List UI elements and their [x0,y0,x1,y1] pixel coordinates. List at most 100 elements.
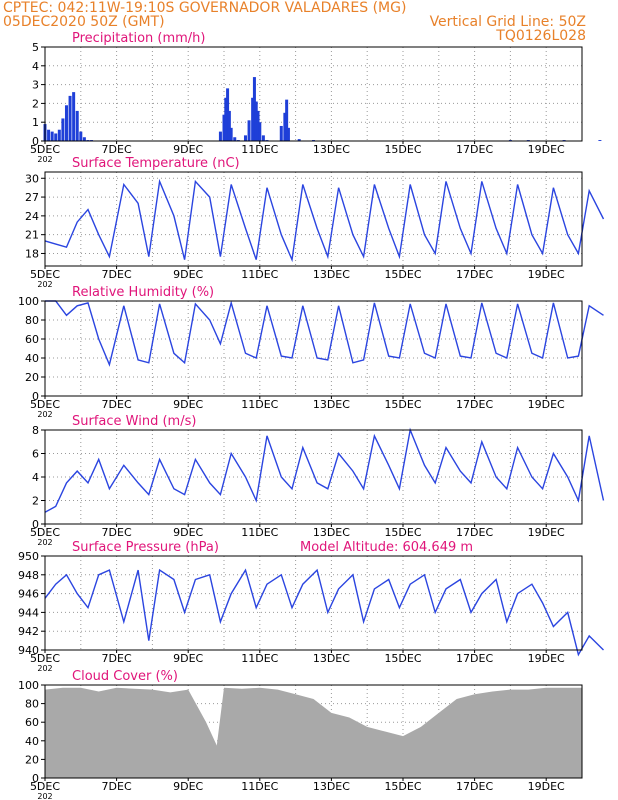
precip-bar [258,122,262,141]
panel-title: Surface Pressure (hPa) [72,540,219,555]
x-tick-label: 7DEC [102,652,132,665]
x-tick-label: 5DEC [30,398,60,411]
y-tick-label: 30 [25,172,39,185]
precip-bar [297,139,301,141]
x-tick-label: 13DEC [313,652,350,665]
x-tick-label: 9DEC [173,652,203,665]
y-tick-label: 0 [32,518,39,531]
plot-frame [44,171,583,267]
x-tick-label: 17DEC [456,268,493,281]
precip-bar [82,137,86,141]
y-tick-label: 60 [25,333,39,346]
header-line1-left: CPTEC: 042:11W-19:10S GOVERNADOR VALADAR… [3,0,407,16]
y-tick-label: 8 [32,424,39,437]
y-tick-label: 0 [32,135,39,148]
panel-title: Precipitation (mm/h) [72,31,205,46]
y-tick-label: 21 [25,229,39,242]
x-tick-label: 11DEC [241,398,278,411]
y-tick-label: 1 [32,116,39,129]
panel-title: Cloud Cover (%) [72,669,178,684]
x-tick-label: 13DEC [313,143,350,156]
y-tick-label: 6 [32,448,39,461]
series-line [44,568,604,657]
precip-bar [229,127,233,141]
y-tick-label: 40 [25,352,39,365]
chart-panel-1: 18 21 24 27 30 5DEC 7DEC 9DEC 11DEC 13DEC 15DEC 17D… [25,156,605,289]
y-tick-label: 5 [32,41,39,54]
plot-frame [44,46,583,142]
series-line [44,427,605,513]
x-tick-label: 9DEC [173,398,203,411]
panel-title: Relative Humidity (%) [72,285,214,300]
x-year-label: 202 [37,792,52,800]
precip-bar [254,101,258,141]
x-tick-label: 19DEC [528,143,565,156]
x-tick-label: 9DEC [173,143,203,156]
x-tick-label: 19DEC [528,398,565,411]
precip-bar [256,110,260,141]
y-tick-label: 950 [18,550,39,563]
precip-bar [598,140,602,141]
x-tick-label: 7DEC [102,398,132,411]
precip-bar [285,99,289,141]
y-tick-label: 2 [32,495,39,508]
x-tick-label: 5DEC [30,143,60,156]
y-tick-label: 20 [25,753,39,766]
x-tick-label: 15DEC [384,143,421,156]
panel-title: Surface Temperature (nC) [72,156,240,171]
precip-bar [68,95,72,141]
precip-bar [252,77,256,141]
precip-bar [279,125,283,141]
x-tick-label: 11DEC [241,268,278,281]
precip-bar [57,129,61,141]
precip-bar [218,131,222,141]
y-tick-label: 4 [32,60,39,73]
y-tick-label: 2 [32,97,39,110]
precip-bar [54,133,58,141]
precip-bar [247,120,251,141]
precip-bar [226,88,230,141]
precip-bar [47,129,51,141]
precip-bar [222,114,226,141]
cloud-cover-area [45,687,582,778]
y-tick-label: 942 [18,625,39,638]
x-year-label: 202 [37,155,52,164]
x-tick-label: 17DEC [456,526,493,539]
series-line [44,178,605,263]
x-tick-label: 15DEC [384,398,421,411]
x-tick-label: 17DEC [456,780,493,793]
x-tick-label: 13DEC [313,268,350,281]
x-year-label: 202 [37,410,52,419]
x-tick-label: 11DEC [241,526,278,539]
y-tick-label: 944 [18,606,39,619]
y-tick-label: 18 [25,247,39,260]
precip-bar [75,110,79,141]
x-tick-label: 7DEC [102,526,132,539]
precip-bar [261,135,265,141]
x-tick-label: 19DEC [528,268,565,281]
x-tick-label: 19DEC [528,780,565,793]
panel-title: Surface Wind (m/s) [72,414,196,429]
y-tick-label: 0 [32,772,39,785]
precip-bar [72,92,76,141]
x-tick-label: 13DEC [313,398,350,411]
x-tick-label: 13DEC [313,526,350,539]
header-line2-right: Vertical Grid Line: 50Z [429,14,586,30]
chart-panel-3: 0 2 4 6 8 5DEC 7DEC 9DEC 11DEC 13DEC 15DEC 17DEC 19D… [30,414,605,547]
x-tick-label: 15DEC [384,526,421,539]
x-tick-label: 15DEC [384,268,421,281]
precip-bar [61,118,65,141]
x-tick-label: 13DEC [313,780,350,793]
y-tick-label: 0 [32,390,39,403]
x-year-label: 202 [37,538,52,547]
y-tick-label: 80 [25,314,39,327]
y-tick-label: 24 [25,210,39,223]
x-tick-label: 19DEC [528,526,565,539]
precip-bar [283,112,287,141]
header-line3-right: TQ0126L028 [496,28,586,44]
header-line2-left: 05DEC2020 50Z (GMT) [3,14,165,30]
x-tick-label: 5DEC [30,268,60,281]
x-tick-label: 17DEC [456,143,493,156]
x-tick-label: 5DEC [30,780,60,793]
